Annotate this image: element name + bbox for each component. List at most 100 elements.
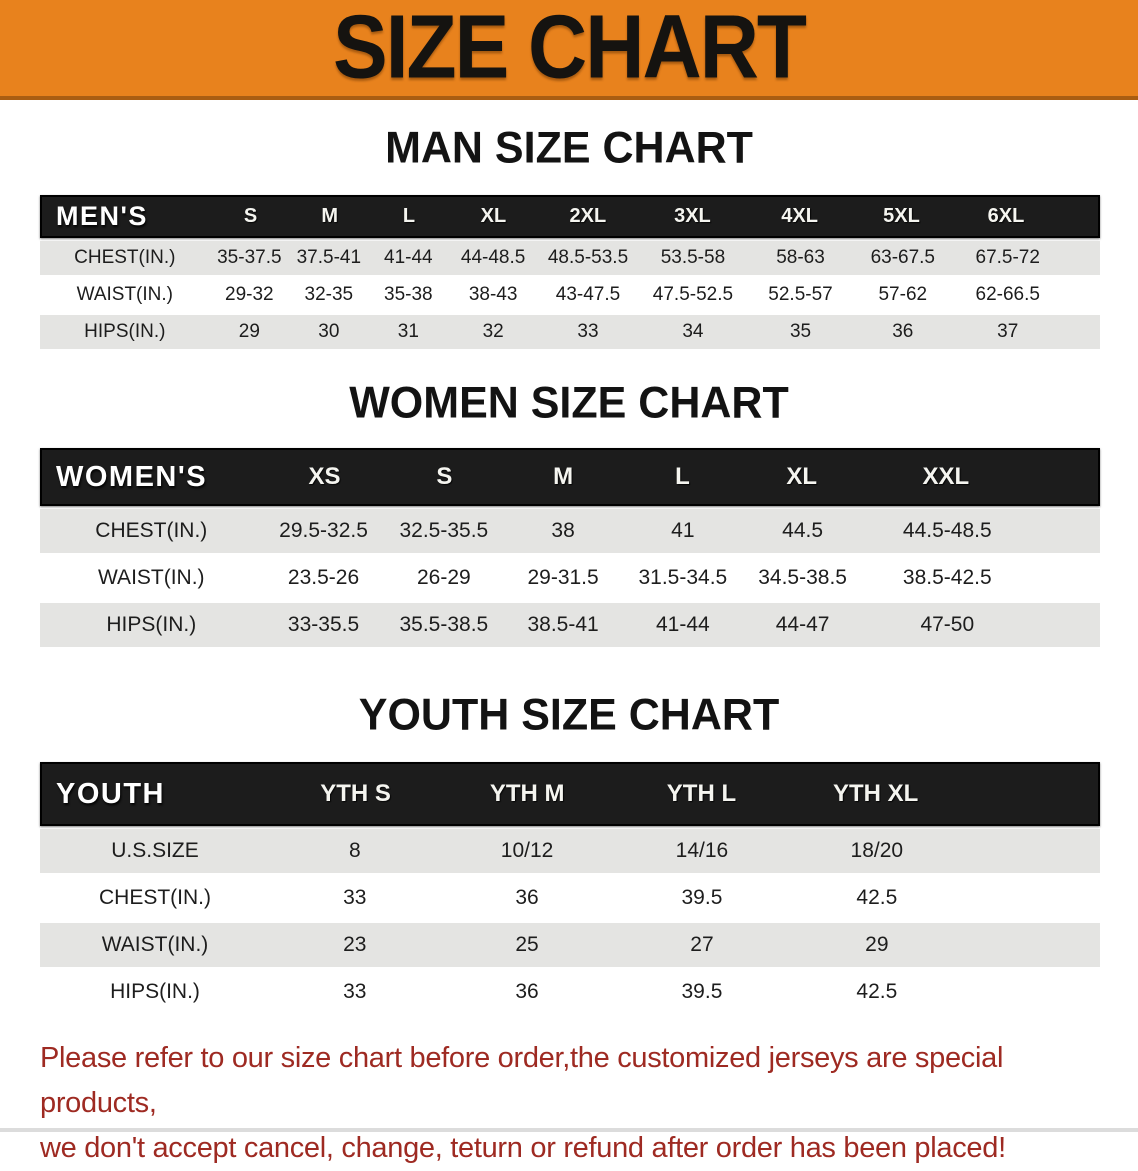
size-value: 44-47: [775, 613, 830, 636]
size-value: 26-29: [416, 566, 471, 589]
size-value: 36: [515, 980, 539, 1003]
table-corner-label: WOMEN'S: [56, 460, 208, 493]
banner-title: SIZE CHART: [333, 0, 807, 98]
size-value: 42.5: [856, 980, 898, 1003]
table-corner-label: YOUTH: [56, 777, 165, 810]
size-value: 44.5-48.5: [902, 519, 992, 542]
size-column-header: 6XL: [987, 205, 1025, 227]
size-value: 29: [865, 933, 889, 956]
size-value: 57-62: [878, 284, 928, 305]
row-label: WAIST(IN.): [76, 284, 173, 305]
size-column-header: M: [321, 205, 339, 227]
size-value: 29.5-32.5: [279, 519, 368, 542]
row-label: HIPS(IN.): [84, 321, 166, 342]
size-value: 31.5-34.5: [638, 566, 728, 589]
size-value: 35: [789, 321, 812, 342]
table-row: WAIST(IN.) 29-32 32-35 35-38 38-43 43-47.5 47.…: [40, 278, 1100, 312]
size-value: 42.5: [856, 886, 898, 909]
size-value: 34: [682, 321, 704, 342]
size-value: 10/12: [500, 839, 554, 862]
row-label: U.S.SIZE: [111, 839, 199, 862]
size-value: 33-35.5: [287, 613, 360, 636]
size-value: 31: [397, 321, 419, 342]
men-section: MAN SIZE CHART MEN'S S M L XL 2XL 3XL 4XL 5XL 6XL…: [0, 123, 1138, 349]
size-value: 44-48.5: [460, 247, 526, 268]
size-column-header: 3XL: [674, 205, 711, 227]
size-value: 62-66.5: [975, 284, 1040, 305]
size-value: 58-63: [776, 247, 825, 268]
size-value: 41-44: [384, 247, 433, 268]
size-value: 23: [343, 933, 367, 956]
youth-size-table: YOUTH YTH S YTH M YTH L YTH XL U.S.SIZE 8 10/12…: [40, 762, 1100, 1014]
size-column-header: M: [553, 463, 574, 490]
size-column-header: XXL: [922, 463, 970, 490]
size-column-header: 4XL: [781, 205, 818, 227]
size-value: 63-67.5: [870, 247, 936, 268]
size-value: 25: [515, 933, 539, 956]
table-row: WAIST(IN.) 23 25 27 29: [40, 923, 1100, 967]
size-value: 38.5-42.5: [902, 566, 992, 589]
size-value: 14/16: [675, 839, 729, 862]
size-value: 48.5-53.5: [547, 247, 629, 268]
size-column-header: YTH S: [320, 780, 391, 807]
size-column-header: YTH XL: [833, 780, 919, 807]
size-value: 35-38: [384, 284, 433, 305]
size-value: 38: [551, 519, 575, 542]
size-column-header: YTH M: [489, 780, 565, 807]
size-column-header: XS: [308, 463, 341, 490]
size-value: 35.5-38.5: [399, 613, 489, 636]
men-section-heading: MAN SIZE CHART: [385, 123, 753, 173]
table-header-row: YOUTH YTH S YTH M YTH L YTH XL: [40, 762, 1100, 826]
size-value: 8: [348, 839, 361, 862]
size-column-header: L: [402, 205, 416, 227]
size-value: 32: [482, 321, 504, 342]
size-column-header: 5XL: [883, 205, 920, 227]
size-value: 38-43: [468, 284, 518, 305]
bottom-edge-line: [0, 1128, 1138, 1132]
size-value: 18/20: [850, 839, 904, 862]
size-value: 27: [690, 933, 714, 956]
disclaimer-line-2: we don't accept cancel, change, teturn o…: [40, 1131, 1006, 1164]
size-value: 30: [318, 321, 340, 342]
size-column-header: 2XL: [569, 205, 607, 227]
table-header-row: WOMEN'S XS S M L XL XXL: [40, 448, 1100, 506]
size-value: 29-31.5: [527, 566, 599, 589]
size-column-header: XL: [786, 463, 818, 490]
table-header-row: MEN'S S M L XL 2XL 3XL 4XL 5XL 6XL: [40, 195, 1100, 238]
size-value: 43-47.5: [555, 284, 621, 305]
size-value: 38.5-41: [527, 613, 599, 636]
size-value: 29: [238, 321, 260, 342]
row-label: WAIST(IN.): [101, 933, 209, 956]
size-value: 39.5: [681, 886, 723, 909]
size-column-header: L: [675, 463, 690, 490]
size-value: 36: [515, 886, 539, 909]
size-column-header: S: [243, 205, 258, 227]
table-row: CHEST(IN.) 29.5-32.5 32.5-35.5 38 41 44.5 44.5…: [40, 509, 1100, 553]
size-value: 47.5-52.5: [652, 284, 734, 305]
size-value: 41-44: [655, 613, 710, 636]
size-column-header: XL: [480, 205, 507, 227]
row-label: HIPS(IN.): [110, 980, 200, 1003]
banner: SIZE CHART: [0, 0, 1138, 100]
size-value: 52.5-57: [768, 284, 833, 305]
row-label: HIPS(IN.): [106, 613, 197, 636]
size-value: 37.5-41: [296, 247, 362, 268]
table-row: HIPS(IN.) 33-35.5 35.5-38.5 38.5-41 41-44 44-…: [40, 603, 1100, 647]
size-value: 29-32: [225, 284, 274, 305]
size-value: 41: [671, 519, 695, 542]
row-label: CHEST(IN.): [95, 519, 208, 542]
size-value: 35-37.5: [217, 247, 282, 268]
size-value: 37: [997, 321, 1019, 342]
size-value: 34.5-38.5: [758, 566, 847, 589]
size-value: 32.5-35.5: [399, 519, 489, 542]
size-value: 53.5-58: [660, 247, 726, 268]
women-section: WOMEN SIZE CHART WOMEN'S XS S M L XL XXL CHEST(…: [0, 378, 1138, 647]
size-value: 32-35: [304, 284, 354, 305]
disclaimer-line-1: Please refer to our size chart before or…: [40, 1042, 1004, 1119]
disclaimer-note: Please refer to our size chart before or…: [40, 1036, 1118, 1171]
row-label: CHEST(IN.): [99, 886, 211, 909]
size-value: 44.5: [782, 519, 824, 542]
row-label: CHEST(IN.): [74, 247, 176, 268]
women-size-table: WOMEN'S XS S M L XL XXL CHEST(IN.) 29.5-32.5 32.5…: [40, 448, 1100, 647]
